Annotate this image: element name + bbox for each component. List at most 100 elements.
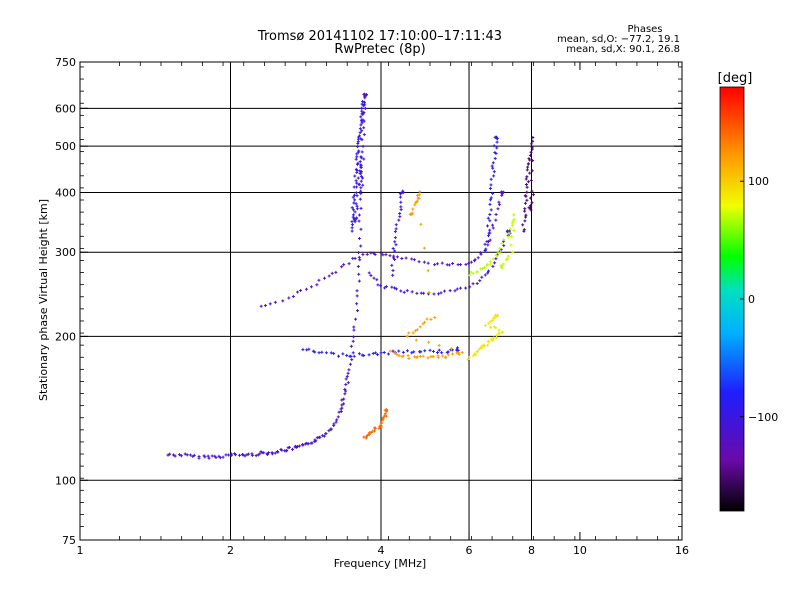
data-point <box>354 157 358 161</box>
data-point <box>491 257 495 261</box>
data-point <box>386 352 390 356</box>
data-point <box>488 238 492 242</box>
data-point <box>379 251 383 255</box>
data-point <box>464 262 468 266</box>
data-point <box>351 195 355 199</box>
data-point <box>436 356 440 360</box>
data-point <box>379 284 383 288</box>
data-point <box>354 179 358 183</box>
data-point <box>531 139 535 143</box>
data-point <box>296 445 300 449</box>
y-tick-label: 750 <box>55 56 76 69</box>
data-point <box>497 203 501 207</box>
data-point <box>437 348 441 352</box>
data-point <box>426 261 430 265</box>
data-point <box>361 144 365 148</box>
data-point <box>512 228 516 232</box>
data-point <box>360 109 364 113</box>
data-point <box>350 229 354 233</box>
data-point <box>276 450 280 454</box>
data-point <box>353 193 357 197</box>
data-point <box>337 410 341 414</box>
data-point <box>384 408 388 412</box>
data-point <box>493 156 497 160</box>
data-point <box>429 317 433 321</box>
data-point <box>273 300 277 304</box>
data-point <box>362 92 366 96</box>
data-point <box>356 161 360 165</box>
data-point <box>419 350 423 354</box>
data-point <box>443 355 447 359</box>
data-point <box>287 296 291 300</box>
data-point <box>447 263 451 267</box>
data-point <box>476 256 480 260</box>
data-point <box>281 299 285 303</box>
data-point <box>419 222 423 226</box>
data-point <box>399 289 403 293</box>
data-point <box>413 329 417 333</box>
data-point <box>530 201 534 205</box>
y-tick-label: 200 <box>55 330 76 343</box>
data-point <box>233 453 237 457</box>
data-point <box>266 452 270 456</box>
data-point <box>500 193 504 197</box>
data-point <box>529 208 533 212</box>
data-point <box>334 420 338 424</box>
data-point <box>404 256 408 260</box>
data-point <box>425 317 429 321</box>
data-point <box>418 190 422 194</box>
data-point <box>498 247 502 251</box>
data-point <box>355 289 359 293</box>
data-point <box>230 452 234 456</box>
data-point <box>352 335 356 339</box>
data-point <box>359 174 363 178</box>
data-point <box>422 246 426 250</box>
data-point <box>487 340 491 344</box>
data-point <box>344 389 348 393</box>
data-point <box>357 149 361 153</box>
data-point <box>422 291 426 295</box>
data-point <box>310 441 314 445</box>
data-point <box>354 185 358 189</box>
data-point <box>486 271 490 275</box>
data-point <box>383 412 387 416</box>
data-point <box>238 453 242 457</box>
data-point <box>495 137 499 141</box>
data-point <box>357 272 361 276</box>
data-point <box>478 251 482 255</box>
data-point <box>384 253 388 257</box>
data-point <box>492 325 496 329</box>
data-point <box>301 348 305 352</box>
data-point <box>285 448 289 452</box>
data-point <box>405 289 409 293</box>
data-point <box>493 151 497 155</box>
x-tick-label: 6 <box>466 544 473 557</box>
data-point <box>510 234 514 238</box>
data-point <box>315 283 319 287</box>
data-point <box>421 354 425 358</box>
data-point <box>393 351 397 355</box>
data-point <box>467 355 471 359</box>
data-point <box>339 410 343 414</box>
data-point <box>435 262 439 266</box>
data-point <box>399 208 403 212</box>
data-point <box>332 352 336 356</box>
data-point <box>358 131 362 135</box>
data-point <box>522 228 526 232</box>
data-point <box>313 350 317 354</box>
data-point <box>497 328 501 332</box>
data-point <box>361 100 365 104</box>
data-point <box>440 261 444 265</box>
data-point <box>354 191 358 195</box>
data-point <box>309 285 313 289</box>
data-point <box>486 243 490 247</box>
data-point <box>418 325 422 329</box>
data-point <box>397 349 401 353</box>
data-point <box>490 223 494 227</box>
data-point <box>360 102 364 106</box>
data-point <box>358 172 362 176</box>
data-point <box>511 250 515 254</box>
data-point <box>323 276 327 280</box>
data-point <box>384 285 388 289</box>
data-point <box>526 180 530 184</box>
